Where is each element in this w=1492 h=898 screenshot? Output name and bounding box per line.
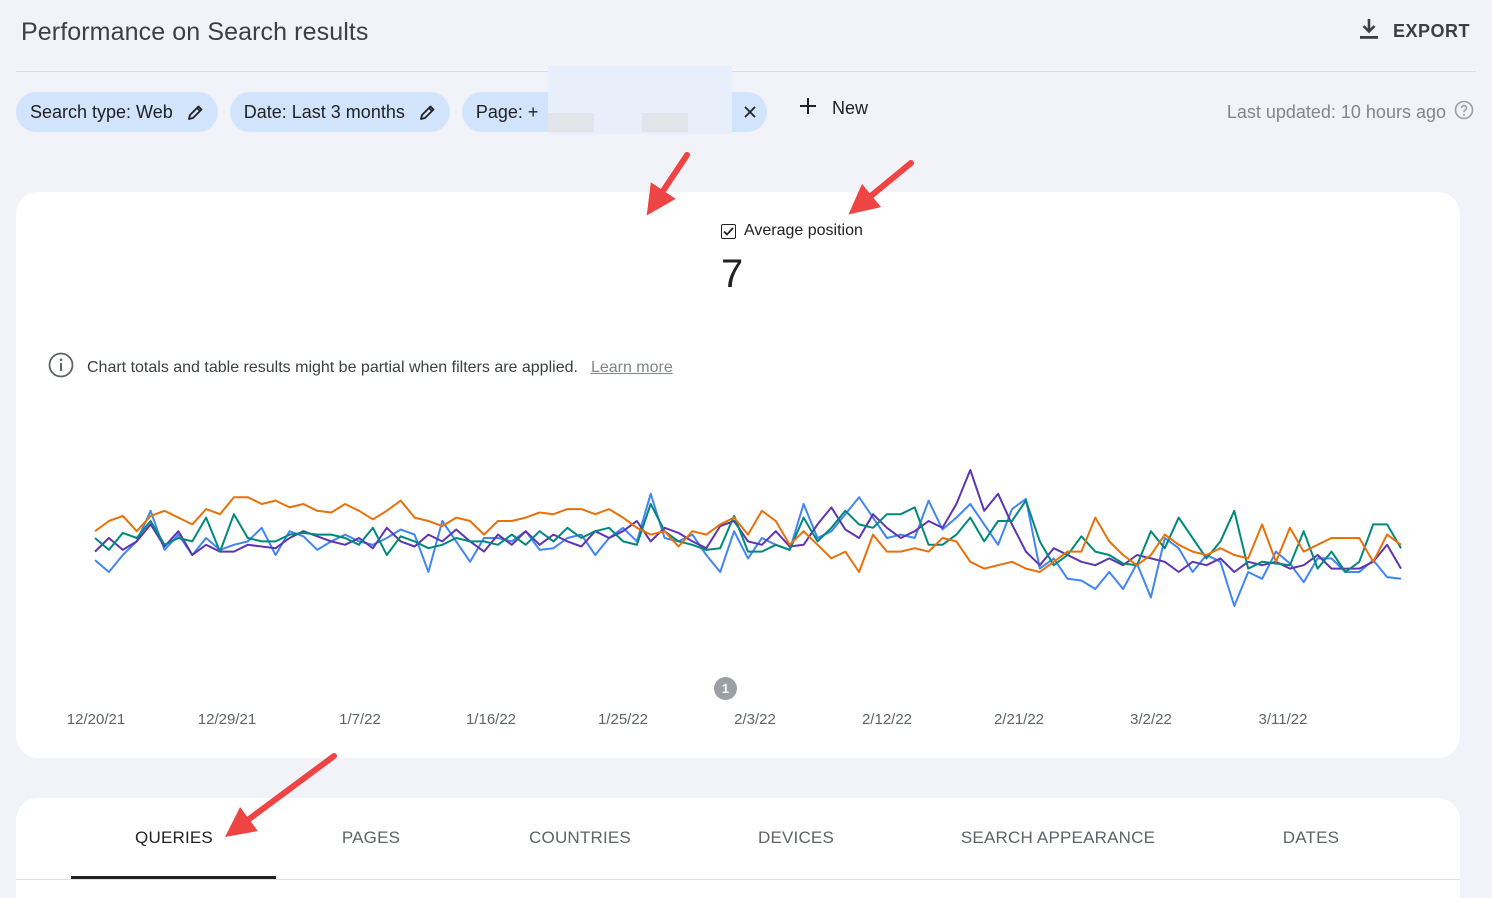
tab-pages[interactable]: PAGES <box>341 828 401 847</box>
series-line-total-clicks <box>94 492 1402 607</box>
metric-card-average-ctr[interactable]: Average CTR 9.6% <box>466 192 691 330</box>
last-updated-text: Last updated: 10 hours ago <box>1226 102 1446 122</box>
metric-value: 9.6% <box>496 252 590 296</box>
download-icon <box>1359 18 1379 45</box>
tab-devices[interactable]: DEVICES <box>757 828 835 847</box>
metric-label: Total impressions <box>294 222 418 239</box>
tab-dates[interactable]: DATES <box>1282 828 1340 847</box>
help-icon[interactable] <box>1454 100 1474 125</box>
metric-value: 7 <box>721 252 744 296</box>
help-icon[interactable] <box>655 289 675 314</box>
plus-icon <box>798 96 818 121</box>
metric-card-total-clicks[interactable]: Total clicks 16K <box>16 192 241 330</box>
report-tabs: QUERIES PAGES COUNTRIES DEVICES SEARCH A… <box>16 798 1460 898</box>
x-tick-label: 1/7/22 <box>339 711 381 728</box>
metric-value: 167K <box>271 252 367 296</box>
x-tick-label: 2/12/22 <box>862 711 912 728</box>
x-tick-label: 12/20/21 <box>67 711 125 728</box>
x-tick-label: 12/29/21 <box>198 711 256 728</box>
export-button[interactable]: EXPORT <box>1359 18 1470 45</box>
metric-label: Average position <box>744 222 863 239</box>
notice-text: Chart totals and table results might be … <box>87 358 578 376</box>
redacted-bar <box>642 113 688 132</box>
header-divider <box>16 71 1476 72</box>
top-bar: Performance on Search results EXPORT <box>0 0 1492 72</box>
checkbox[interactable] <box>271 223 286 239</box>
help-icon[interactable] <box>880 289 900 314</box>
pencil-icon[interactable] <box>187 104 204 121</box>
checkbox[interactable] <box>496 223 511 239</box>
tab-queries[interactable]: QUERIES <box>135 828 213 847</box>
x-tick-label: 1/16/22 <box>466 711 516 728</box>
checkbox[interactable] <box>46 223 61 239</box>
close-icon[interactable] <box>743 105 757 119</box>
partial-results-notice: Chart totals and table results might be … <box>48 352 673 383</box>
export-label: EXPORT <box>1392 21 1470 41</box>
help-icon[interactable] <box>430 289 450 314</box>
tab-search-appearance[interactable]: SEARCH APPEARANCE <box>960 828 1156 847</box>
new-filter-button[interactable]: New <box>798 96 868 121</box>
x-tick-label: 3/11/22 <box>1259 711 1308 728</box>
page-title: Performance on Search results <box>21 18 369 46</box>
metric-value: 16K <box>46 252 119 296</box>
filter-chip-search-type[interactable]: Search type: Web <box>16 92 218 132</box>
filter-chip-label: Search type: Web <box>30 101 173 122</box>
filter-chip-label: Date: Last 3 months <box>243 101 405 122</box>
series-line-average-position <box>94 496 1402 573</box>
filter-chip-label: Page: + <box>475 101 539 122</box>
performance-chart-card: Total clicks 16K Total impressions 167K … <box>16 192 1460 758</box>
metric-label: Average CTR <box>519 222 616 239</box>
learn-more-link[interactable]: Learn more <box>590 358 673 376</box>
series-line-average-ctr <box>94 499 1402 573</box>
pencil-icon[interactable] <box>419 104 436 121</box>
x-tick-label: 1/25/22 <box>598 711 648 728</box>
metric-card-total-impressions[interactable]: Total impressions 167K <box>241 192 466 330</box>
x-tick-label: 3/2/22 <box>1130 711 1172 728</box>
chart-annotation-badge[interactable]: 1 <box>714 677 737 700</box>
tabs-divider <box>16 879 1460 880</box>
checkbox[interactable] <box>721 223 736 239</box>
help-icon[interactable] <box>205 289 225 314</box>
last-updated: Last updated: 10 hours ago <box>1227 100 1474 125</box>
new-filter-label: New <box>832 98 869 118</box>
info-icon <box>48 352 74 383</box>
x-tick-label: 2/21/22 <box>994 711 1044 728</box>
x-tick-label: 2/3/22 <box>734 711 776 728</box>
metric-card-average-position[interactable]: Average position 7 <box>691 192 916 330</box>
redacted-bar <box>548 113 594 132</box>
filter-chip-date[interactable]: Date: Last 3 months <box>229 92 450 132</box>
active-tab-indicator <box>71 876 276 879</box>
tab-countries[interactable]: COUNTRIES <box>529 828 631 847</box>
metric-label: Total clicks <box>69 222 147 239</box>
